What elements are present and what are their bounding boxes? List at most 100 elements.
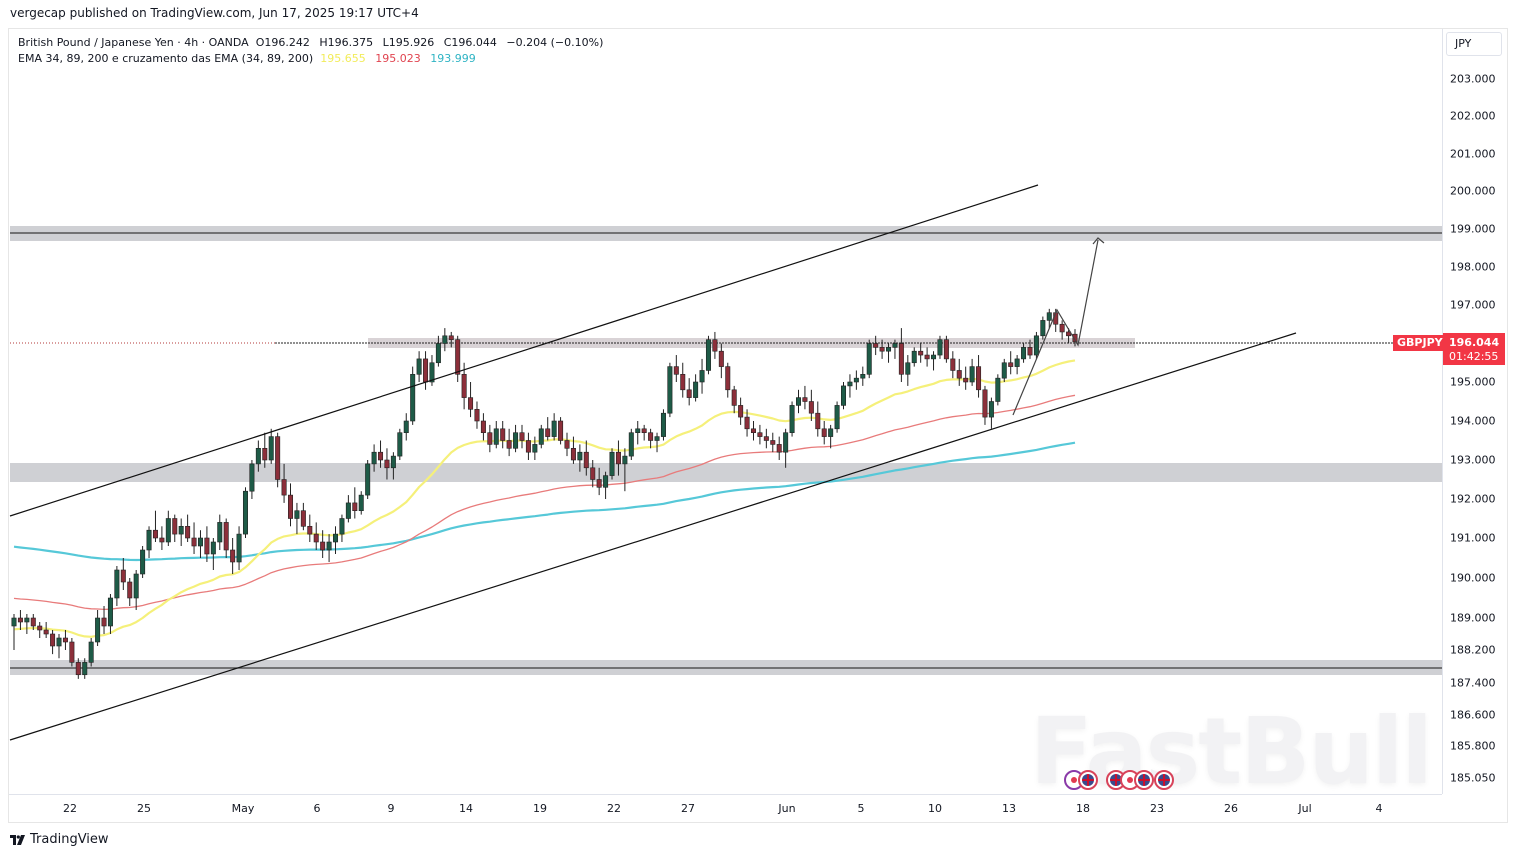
fastbull-watermark: FastBull — [1030, 698, 1433, 805]
chart-legend: British Pound / Japanese Yen · 4h · OAND… — [18, 35, 609, 67]
candle — [976, 366, 982, 391]
candle — [255, 447, 261, 465]
candle — [429, 362, 435, 383]
ema200-value: 193.999 — [430, 52, 476, 65]
time-tick-label: 13 — [1002, 802, 1016, 815]
price-scale[interactable] — [1442, 29, 1509, 794]
ema34-value: 195.655 — [320, 52, 366, 65]
low-value: L195.926 — [382, 36, 435, 49]
candle — [1008, 362, 1014, 367]
time-axis[interactable] — [9, 794, 1442, 823]
candle — [1059, 323, 1065, 333]
price-tick-label: 198.000 — [1450, 260, 1496, 274]
time-tick-label: 26 — [1224, 802, 1238, 815]
candle — [847, 381, 853, 387]
candle — [127, 581, 133, 599]
candle — [808, 401, 814, 414]
candle — [615, 451, 621, 465]
candle — [455, 339, 461, 375]
candle — [461, 373, 467, 398]
time-tick-label: 5 — [857, 802, 865, 815]
candle — [873, 343, 879, 348]
chart-frame[interactable] — [8, 28, 1508, 823]
time-tick-label: 25 — [137, 802, 151, 815]
candle — [1072, 333, 1078, 343]
candle — [416, 358, 422, 375]
candle — [294, 510, 300, 519]
candle — [744, 416, 750, 430]
symbol-legend-row[interactable]: British Pound / Japanese Yen · 4h · OAND… — [18, 35, 609, 51]
economic-events-group-3[interactable] — [1154, 770, 1174, 790]
candle — [911, 350, 917, 364]
candle — [152, 529, 158, 539]
candle — [326, 541, 332, 551]
candle — [1027, 347, 1033, 356]
candle — [107, 597, 113, 627]
candle — [776, 444, 782, 453]
candle — [712, 339, 718, 352]
uk-event-marker-icon[interactable] — [1078, 770, 1098, 790]
last-price: 196.044 — [1449, 336, 1500, 349]
candle — [667, 366, 673, 414]
price-tick-label: 187.400 — [1450, 676, 1496, 690]
time-tick-label: 22 — [63, 802, 77, 815]
candle — [352, 502, 358, 511]
candle — [371, 451, 377, 465]
candle — [725, 366, 731, 391]
candle — [268, 436, 274, 461]
candle — [699, 370, 705, 383]
candle — [583, 451, 589, 469]
candle — [242, 490, 248, 535]
candle — [763, 436, 769, 441]
candle — [378, 451, 384, 461]
candle — [821, 428, 827, 437]
candle — [262, 447, 268, 461]
candle — [924, 354, 930, 360]
currency-button[interactable]: JPY — [1446, 32, 1502, 56]
candle — [178, 525, 184, 535]
candle — [757, 432, 763, 437]
candle — [197, 537, 203, 547]
candle — [1001, 362, 1007, 379]
candle — [1033, 335, 1039, 356]
candle — [204, 537, 210, 555]
candle — [474, 408, 480, 422]
candle — [628, 432, 634, 457]
candle — [384, 459, 390, 469]
time-tick-label: 10 — [928, 802, 942, 815]
candle — [841, 385, 847, 406]
candle — [480, 420, 486, 433]
candle — [834, 405, 840, 430]
candle — [1040, 320, 1046, 337]
candle — [680, 373, 686, 391]
economic-events-group-2[interactable] — [1106, 770, 1154, 790]
candle — [275, 436, 281, 480]
candle — [403, 420, 409, 433]
tradingview-logo[interactable]: TradingView — [10, 832, 109, 847]
candle — [918, 350, 924, 356]
candle — [718, 350, 724, 367]
candle — [448, 335, 454, 340]
uk-event-marker-icon[interactable] — [1154, 770, 1174, 790]
price-tick-label: 186.600 — [1450, 708, 1496, 722]
candle — [223, 522, 229, 551]
candle — [879, 347, 885, 352]
candle — [551, 420, 557, 437]
candle — [95, 617, 101, 643]
candle — [995, 377, 1001, 402]
indicator-legend-row[interactable]: EMA 34, 89, 200 e cruzamento das EMA (34… — [18, 51, 609, 67]
candle — [860, 373, 866, 379]
candle — [230, 549, 236, 563]
candle — [313, 533, 319, 543]
candle — [783, 432, 789, 453]
candle — [43, 629, 49, 635]
uk-event-marker-icon[interactable] — [1134, 770, 1154, 790]
candle — [288, 494, 294, 519]
zone-rect — [368, 338, 1135, 348]
economic-events-group-1[interactable] — [1064, 770, 1098, 790]
candle — [802, 397, 808, 402]
candle — [249, 463, 255, 492]
candle — [30, 617, 36, 627]
time-tick-label: Jul — [1298, 802, 1312, 815]
